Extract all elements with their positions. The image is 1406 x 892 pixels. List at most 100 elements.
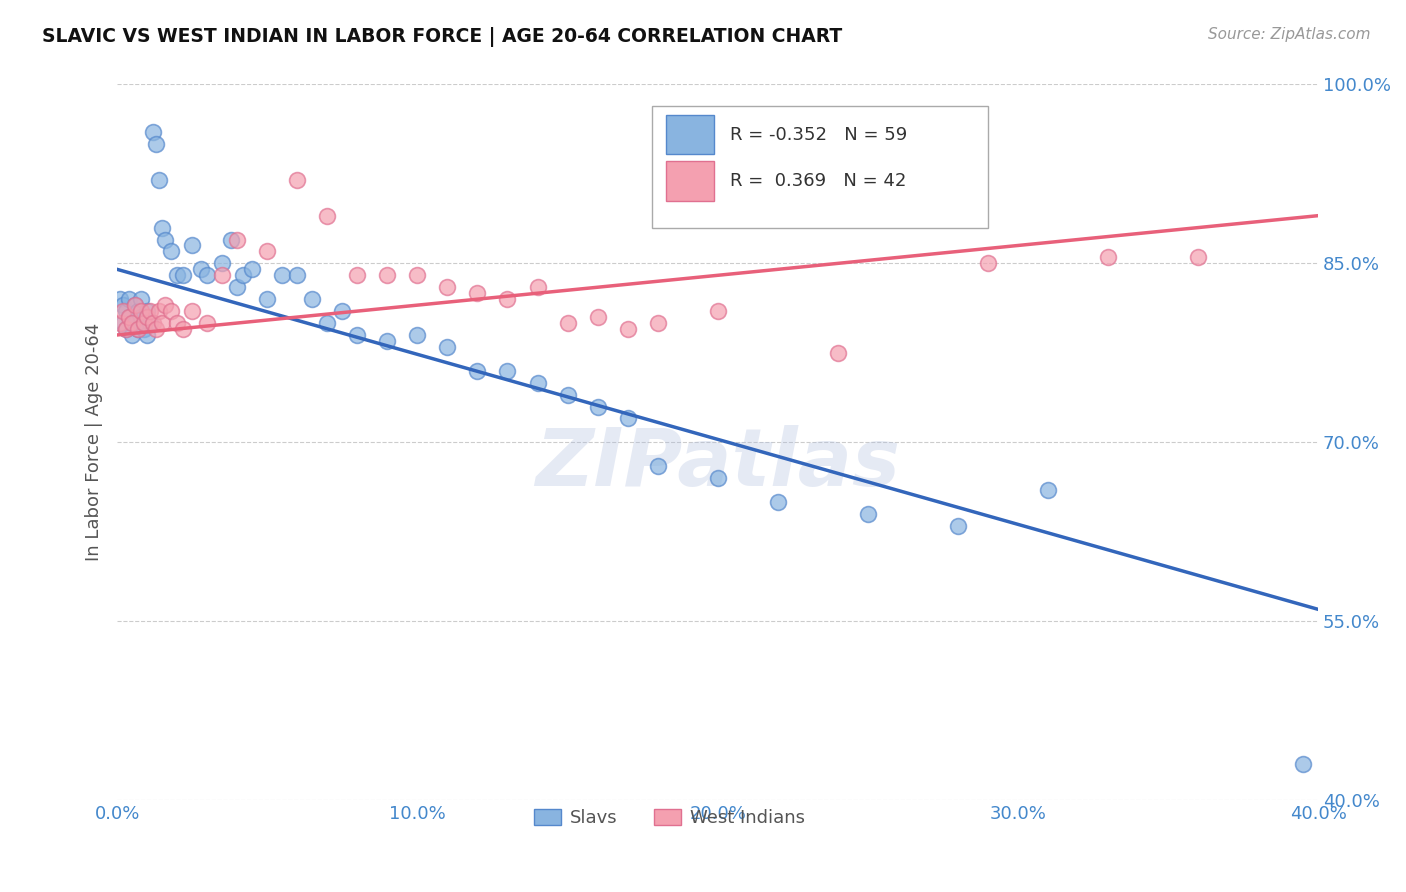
Point (142, 316, 165, 330)
Text: ZIPatlas: ZIPatlas (536, 425, 900, 503)
Point (616, 411, 638, 425)
Point (145, 137, 167, 152)
Point (108, 292, 131, 306)
Point (166, 316, 188, 330)
Point (136, 310, 159, 324)
Point (129, 310, 152, 324)
Point (436, 280, 458, 294)
Bar (666, 115, 714, 154)
Point (121, 328, 143, 343)
Point (181, 238, 204, 252)
Point (136, 328, 159, 343)
Point (285, 173, 308, 187)
Point (124, 298, 146, 312)
Point (332, 304, 354, 318)
Point (232, 268, 254, 283)
Point (172, 322, 194, 336)
Point (586, 400, 609, 414)
Point (148, 173, 170, 187)
Point (145, 322, 167, 336)
Point (647, 316, 669, 330)
Point (115, 322, 138, 336)
Point (129, 292, 152, 306)
Point (827, 346, 849, 360)
Point (240, 262, 263, 277)
Point (946, 519, 969, 533)
Point (121, 316, 143, 330)
Point (190, 262, 212, 277)
Point (1187, 251, 1209, 265)
Point (195, 316, 218, 330)
Point (160, 244, 183, 259)
Point (127, 304, 149, 318)
Point (108, 316, 131, 330)
Point (134, 316, 156, 330)
Text: R = -0.352   N = 59: R = -0.352 N = 59 (730, 126, 907, 144)
Point (1097, 251, 1119, 265)
Point (160, 304, 183, 318)
Point (526, 376, 548, 390)
Point (136, 304, 159, 318)
Point (526, 280, 548, 294)
Point (285, 268, 308, 283)
Point (301, 292, 323, 306)
Bar (666, 161, 714, 201)
Point (181, 304, 204, 318)
Point (406, 268, 429, 283)
Point (134, 322, 156, 336)
Point (150, 316, 173, 330)
Point (256, 292, 278, 306)
Point (195, 268, 218, 283)
Point (346, 268, 368, 283)
Point (977, 256, 1000, 270)
Point (112, 298, 135, 312)
Point (1036, 483, 1059, 497)
Point (166, 268, 188, 283)
Point (155, 233, 177, 247)
Bar (651, 106, 988, 227)
Text: R =  0.369   N = 42: R = 0.369 N = 42 (730, 172, 905, 190)
Y-axis label: In Labor Force | Age 20-64: In Labor Force | Age 20-64 (86, 323, 103, 561)
Point (316, 316, 339, 330)
Point (211, 268, 233, 283)
Point (155, 298, 177, 312)
Point (557, 387, 579, 401)
Point (586, 310, 609, 324)
Point (766, 495, 789, 509)
Point (172, 268, 194, 283)
Point (496, 292, 519, 306)
Point (112, 304, 135, 318)
Point (226, 233, 249, 247)
Point (436, 340, 458, 354)
Point (706, 304, 728, 318)
Point (118, 310, 141, 324)
Point (139, 304, 162, 318)
Point (256, 244, 278, 259)
Point (148, 304, 170, 318)
Point (124, 316, 146, 330)
Point (139, 316, 162, 330)
Point (124, 298, 146, 312)
Point (346, 328, 368, 343)
Point (496, 364, 519, 378)
Legend: Slavs, West Indians: Slavs, West Indians (527, 801, 813, 834)
Point (127, 322, 149, 336)
Point (118, 292, 141, 306)
Point (616, 322, 638, 336)
Point (271, 268, 294, 283)
Point (706, 471, 728, 485)
Text: SLAVIC VS WEST INDIAN IN LABOR FORCE | AGE 20-64 CORRELATION CHART: SLAVIC VS WEST INDIAN IN LABOR FORCE | A… (42, 27, 842, 46)
Point (647, 459, 669, 474)
Point (377, 334, 399, 348)
Point (1292, 757, 1315, 772)
Point (127, 322, 149, 336)
Point (856, 507, 879, 521)
Point (115, 322, 138, 336)
Point (115, 304, 138, 318)
Point (112, 316, 135, 330)
Point (219, 233, 242, 247)
Point (150, 220, 173, 235)
Point (377, 268, 399, 283)
Point (467, 364, 489, 378)
Point (129, 304, 152, 318)
